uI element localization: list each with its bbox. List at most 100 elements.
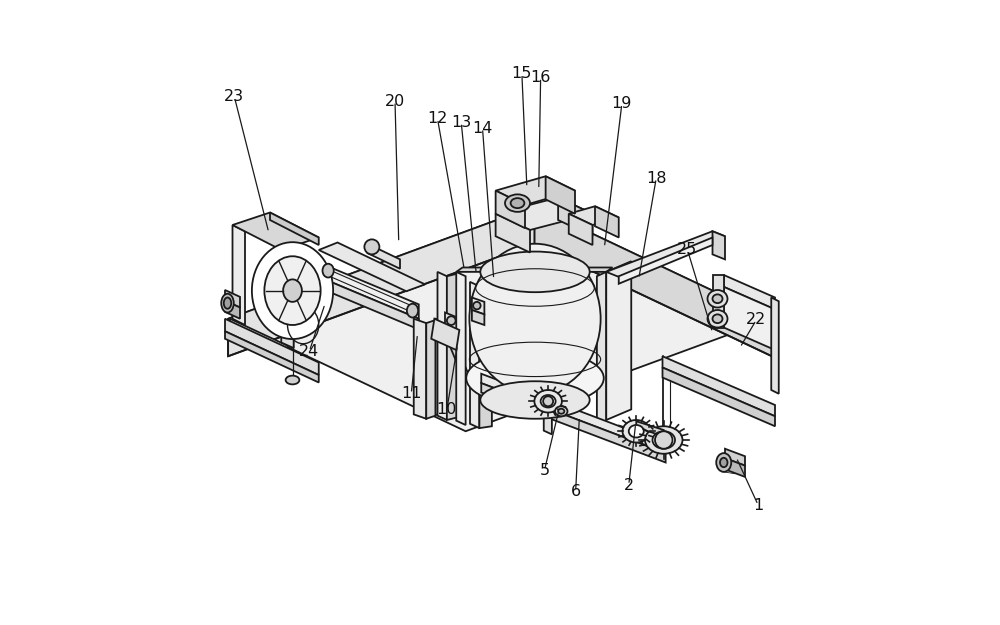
Polygon shape — [546, 176, 575, 214]
Polygon shape — [724, 275, 775, 309]
Polygon shape — [232, 225, 245, 325]
Circle shape — [655, 431, 672, 449]
Polygon shape — [270, 213, 319, 245]
Text: 16: 16 — [530, 70, 551, 85]
Text: 12: 12 — [427, 111, 448, 126]
Ellipse shape — [264, 256, 321, 325]
Ellipse shape — [286, 376, 299, 384]
Ellipse shape — [283, 279, 302, 302]
Ellipse shape — [469, 244, 601, 394]
Polygon shape — [445, 312, 458, 332]
Text: 15: 15 — [512, 66, 532, 81]
Polygon shape — [470, 282, 479, 428]
Polygon shape — [606, 231, 725, 277]
Polygon shape — [225, 290, 240, 308]
Ellipse shape — [652, 431, 675, 449]
Polygon shape — [606, 261, 631, 420]
Polygon shape — [479, 283, 492, 428]
Polygon shape — [569, 214, 592, 245]
Ellipse shape — [708, 290, 728, 308]
Polygon shape — [431, 319, 459, 350]
Polygon shape — [619, 238, 712, 284]
Ellipse shape — [712, 294, 722, 303]
Ellipse shape — [558, 409, 564, 414]
Polygon shape — [496, 214, 530, 253]
Text: 2: 2 — [624, 478, 634, 492]
Polygon shape — [456, 272, 466, 425]
Ellipse shape — [645, 426, 682, 454]
Ellipse shape — [480, 252, 590, 292]
Polygon shape — [281, 250, 294, 348]
Polygon shape — [232, 213, 319, 250]
Polygon shape — [225, 319, 319, 375]
Ellipse shape — [252, 242, 333, 339]
Text: 5: 5 — [539, 463, 549, 478]
Ellipse shape — [224, 298, 231, 309]
Text: 1: 1 — [753, 498, 763, 512]
Polygon shape — [368, 244, 400, 269]
Ellipse shape — [555, 406, 568, 416]
Ellipse shape — [541, 395, 556, 408]
Polygon shape — [472, 298, 484, 314]
Polygon shape — [230, 319, 288, 356]
Polygon shape — [662, 368, 775, 426]
Text: 6: 6 — [571, 484, 581, 499]
Polygon shape — [534, 206, 772, 356]
Polygon shape — [456, 268, 612, 272]
Polygon shape — [496, 191, 525, 228]
Ellipse shape — [720, 458, 728, 468]
Polygon shape — [771, 298, 779, 394]
Polygon shape — [481, 374, 666, 453]
Polygon shape — [436, 319, 448, 419]
Polygon shape — [426, 320, 436, 419]
Text: 13: 13 — [451, 115, 471, 130]
Polygon shape — [445, 328, 458, 342]
Text: 14: 14 — [472, 121, 493, 136]
Text: 11: 11 — [401, 386, 422, 401]
Polygon shape — [712, 275, 724, 328]
Ellipse shape — [322, 264, 334, 278]
Ellipse shape — [712, 314, 722, 323]
Ellipse shape — [622, 420, 650, 442]
Ellipse shape — [629, 425, 644, 438]
Ellipse shape — [407, 304, 418, 318]
Text: 20: 20 — [385, 94, 405, 109]
Polygon shape — [544, 403, 552, 434]
Ellipse shape — [480, 381, 590, 419]
Polygon shape — [225, 331, 319, 382]
Polygon shape — [558, 198, 592, 236]
Text: 18: 18 — [646, 171, 666, 186]
Text: 23: 23 — [224, 89, 244, 104]
Polygon shape — [662, 356, 775, 416]
Polygon shape — [496, 198, 592, 230]
Text: 22: 22 — [746, 312, 766, 328]
Polygon shape — [472, 310, 484, 325]
Polygon shape — [569, 206, 619, 225]
Circle shape — [543, 396, 553, 406]
Polygon shape — [712, 231, 725, 259]
Ellipse shape — [534, 390, 562, 412]
Polygon shape — [725, 449, 745, 466]
Polygon shape — [636, 421, 664, 436]
Polygon shape — [225, 301, 240, 319]
Polygon shape — [724, 287, 775, 350]
Polygon shape — [319, 242, 425, 291]
Text: 19: 19 — [612, 96, 632, 111]
Text: 10: 10 — [437, 402, 457, 417]
Polygon shape — [595, 206, 619, 238]
Polygon shape — [228, 206, 534, 356]
Polygon shape — [597, 272, 606, 425]
Circle shape — [473, 302, 481, 309]
Polygon shape — [228, 206, 772, 431]
Ellipse shape — [221, 294, 234, 312]
Polygon shape — [319, 262, 419, 319]
Ellipse shape — [511, 198, 524, 208]
Polygon shape — [319, 277, 419, 329]
Ellipse shape — [505, 194, 530, 212]
Polygon shape — [481, 383, 666, 462]
Ellipse shape — [716, 453, 731, 472]
Circle shape — [364, 239, 379, 254]
Polygon shape — [496, 176, 575, 205]
Text: 24: 24 — [299, 344, 320, 359]
Polygon shape — [448, 320, 458, 419]
